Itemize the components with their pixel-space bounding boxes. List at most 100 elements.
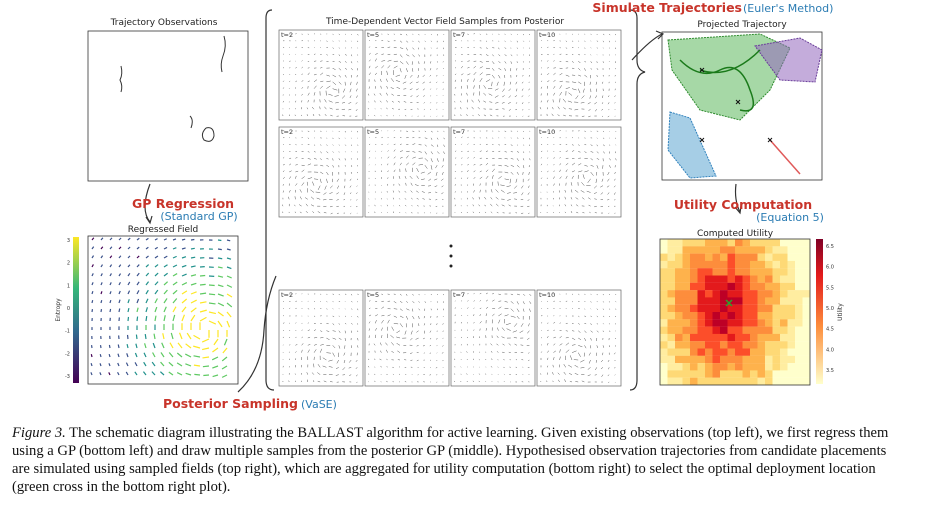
field-arrow	[154, 264, 159, 268]
field-arrow	[163, 246, 168, 250]
sample-arrow	[570, 197, 573, 200]
sample-arrow	[614, 102, 616, 104]
utility-cell	[757, 319, 766, 327]
sample-arrow	[529, 293, 532, 297]
sample-arrow	[412, 68, 414, 72]
utility-cell	[787, 239, 796, 247]
sample-arrow	[466, 92, 468, 96]
sample-arrow	[496, 343, 499, 346]
sample-arrow	[429, 68, 432, 71]
utility-cell	[660, 260, 668, 269]
sample-arrow	[305, 210, 308, 214]
utility-cell	[787, 304, 796, 313]
sample-arrow	[418, 163, 424, 166]
utility-cell	[660, 355, 668, 364]
sample-arrow	[307, 80, 310, 83]
sample-arrow	[350, 54, 353, 57]
utility-cell	[667, 341, 676, 349]
sample-arrow	[565, 74, 570, 77]
field-arrow	[118, 290, 121, 295]
panel-title: Projected Trajectory	[697, 20, 787, 30]
sample-arrow	[590, 130, 592, 132]
sample-arrow	[577, 88, 581, 94]
utility-cell	[660, 297, 668, 305]
utility-cell	[682, 239, 691, 247]
sample-arrow	[596, 137, 598, 139]
sample-arrow	[342, 115, 346, 117]
sample-arrow	[595, 367, 598, 371]
utility-cell	[765, 275, 773, 283]
sample-arrow	[581, 182, 585, 186]
sample-arrow	[393, 149, 396, 152]
sample-arrow	[404, 176, 407, 179]
sample-arrow	[473, 170, 476, 173]
sample-arrow	[565, 61, 569, 63]
field-arrow	[193, 364, 201, 367]
sample-arrow	[282, 87, 285, 89]
sample-arrow	[467, 78, 469, 82]
sample-arrow	[393, 156, 396, 159]
field-arrow	[91, 282, 94, 286]
field-arrow	[99, 372, 102, 376]
sample-arrow	[509, 359, 511, 361]
utility-cell	[675, 304, 683, 313]
sample-arrow	[508, 343, 511, 346]
sample-arrow	[479, 61, 483, 63]
utility-cell	[772, 348, 781, 356]
sample-arrow	[578, 67, 581, 71]
utility-cell	[705, 312, 713, 320]
utility-cell	[787, 312, 796, 320]
utility-cell	[675, 319, 683, 327]
sample-arrow	[332, 74, 337, 78]
sample-arrow	[508, 108, 511, 111]
sample-arrow	[405, 33, 408, 36]
sample-arrow	[350, 165, 353, 168]
utility-cell	[690, 355, 698, 364]
utility-cell	[742, 290, 751, 298]
sample-arrow	[410, 359, 413, 361]
sample-arrow	[467, 66, 470, 69]
utility-cell	[660, 268, 668, 276]
sample-arrow	[351, 301, 353, 303]
utility-cell	[682, 268, 691, 276]
sample-arrow	[587, 178, 591, 183]
field-arrow	[181, 290, 188, 295]
sample-arrow	[498, 164, 502, 167]
sample-arrow	[344, 33, 346, 35]
sample-arrow	[553, 329, 555, 331]
time-label: t=5	[367, 31, 379, 39]
sample-arrow	[390, 78, 394, 82]
field-arrow	[163, 298, 168, 304]
sample-arrow	[326, 74, 330, 77]
sample-arrow	[488, 93, 493, 96]
sample-arrow	[380, 85, 382, 89]
sample-arrow	[472, 204, 474, 207]
field-arrow	[202, 365, 210, 368]
sample-arrow	[398, 373, 401, 375]
sample-arrow	[461, 136, 463, 139]
sample-arrow	[424, 40, 426, 42]
sample-arrow	[568, 373, 573, 375]
sample-arrow	[516, 115, 518, 117]
sample-arrow	[578, 337, 582, 340]
utility-cell	[705, 370, 713, 378]
sample-arrow	[590, 164, 594, 167]
field-arrow	[217, 302, 225, 307]
utility-cell	[802, 260, 811, 269]
sample-arrow	[529, 151, 531, 153]
sample-arrow	[368, 115, 370, 117]
sample-arrow	[584, 337, 587, 342]
field-arrow	[126, 343, 129, 349]
field-arrow	[181, 264, 187, 268]
sample-arrow	[571, 88, 577, 91]
sample-arrow	[338, 323, 340, 325]
sample-arrow	[492, 33, 493, 35]
colorbar-tick: 6.0	[826, 265, 834, 271]
field-arrow	[217, 248, 222, 251]
sample-arrow	[513, 192, 518, 194]
sample-arrow	[540, 344, 543, 346]
sample-arrow	[551, 113, 554, 117]
sample-arrow	[495, 203, 499, 207]
sample-arrow	[600, 185, 604, 188]
sample-arrow	[552, 372, 554, 375]
